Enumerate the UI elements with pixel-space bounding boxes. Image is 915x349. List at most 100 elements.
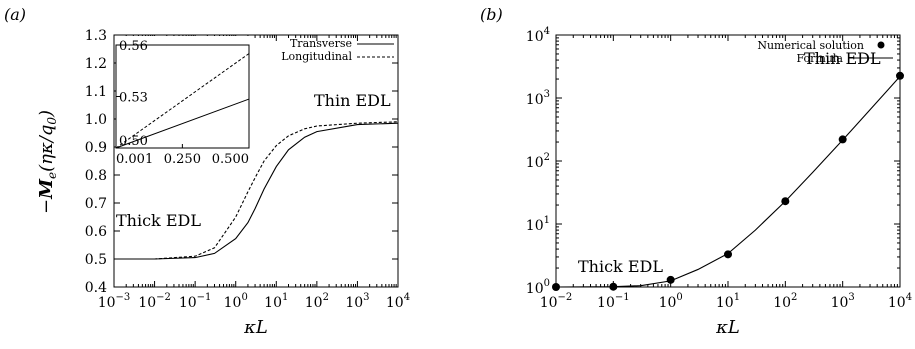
x-tick-label-b: 103: [831, 292, 855, 311]
x-axis-b: 10−2 10−1 100 101 102 103 104: [540, 35, 912, 311]
inset-x-tick-label: 0.250: [164, 152, 201, 167]
x-tick-label-a-exp: 1: [282, 292, 288, 303]
y-tick-label-a: 0.7: [85, 196, 107, 212]
x-tick-label-a-exp: 2: [323, 292, 329, 303]
panel-label-a: (a): [4, 5, 26, 24]
y-tick-label-b-exp: 4: [544, 26, 550, 37]
y-tick-label-b: 101: [526, 215, 550, 234]
y-tick-label-b-base: 10: [526, 29, 544, 45]
legend-label-formula: Formula: [796, 52, 843, 65]
x-tick-label-b-base: 10: [716, 295, 734, 311]
inset-x-tick-label: 0.001: [116, 152, 153, 167]
x-tick-label-a: 102: [305, 292, 329, 311]
y-axis-label-m: M: [36, 178, 57, 200]
x-tick-label-b-base: 10: [773, 295, 791, 311]
x-axis-label-b: κL: [715, 317, 740, 338]
x-tick-label-b: 104: [888, 292, 912, 311]
y-tick-label-a: 0.6: [85, 224, 107, 240]
y-tick-label-b: 103: [526, 89, 550, 108]
series-a: [114, 121, 399, 260]
data-point-numerical: [838, 135, 847, 144]
y-tick-label-a: 0.8: [85, 168, 107, 184]
y-tick-label-b-exp: 0: [544, 278, 550, 289]
y-tick-label-a: 0.9: [85, 140, 107, 156]
legend-label-longitudinal: Longitudinal: [281, 50, 352, 63]
x-tick-label-a-base: 10: [138, 295, 156, 311]
x-tick-label-b: 102: [773, 292, 797, 311]
y-axis-label-sub-0: 0: [45, 117, 59, 125]
y-tick-label-b-exp: 2: [544, 152, 550, 163]
x-tick-label-a-base: 10: [305, 295, 323, 311]
y-tick-label-b-exp: 1: [544, 215, 550, 226]
x-tick-label-b-base: 10: [540, 295, 558, 311]
x-tick-label-a-base: 10: [224, 295, 242, 311]
x-tick-label-b: 101: [716, 292, 740, 311]
data-point-numerical: [666, 275, 675, 284]
x-tick-label-b: 100: [659, 292, 683, 311]
y-tick-label-a: 0.5: [85, 252, 107, 268]
y-tick-label-b-exp: 3: [544, 89, 550, 100]
x-tick-label-b-base: 10: [597, 295, 615, 311]
x-tick-label-a-exp: 4: [404, 292, 410, 303]
x-tick-label-a: 104: [386, 292, 410, 311]
y-axis-label-minus: −: [36, 199, 57, 214]
x-tick-label-a: 10−3: [98, 292, 131, 311]
y-axis-label-paren: (ηκ/q: [36, 125, 57, 172]
x-tick-label-b-exp: 0: [676, 292, 682, 303]
series-line-formula: [555, 76, 901, 288]
x-tick-label-a-base: 10: [179, 295, 197, 311]
data-point-numerical: [724, 250, 732, 259]
data-point-numerical: [609, 282, 618, 291]
inset-x-tick-label: 0.500: [212, 152, 249, 167]
data-point-numerical: [781, 197, 790, 206]
legend-label-transverse: Transverse: [290, 37, 352, 50]
x-tick-label-a-base: 10: [264, 295, 282, 311]
annotation-thin-edl-b: Thin EDL: [804, 49, 881, 68]
series-b: [552, 71, 904, 291]
y-tick-label-b: 102: [526, 152, 550, 171]
y-tick-label-b: 100: [526, 278, 550, 297]
annotation-thick-edl-b: Thick EDL: [578, 257, 663, 276]
x-tick-label-b-base: 10: [888, 295, 906, 311]
inset-series: [115, 53, 250, 149]
x-tick-label-a-exp: −3: [116, 292, 131, 303]
data-point-numerical: [552, 283, 560, 291]
x-tick-label-a-base: 10: [386, 295, 404, 311]
x-tick-label-a-base: 10: [345, 295, 363, 311]
x-tick-label-a: 10−1: [179, 292, 212, 311]
y-tick-label-a: 1.2: [85, 56, 107, 72]
y-axis-a: 0.4 0.5 0.6 0.7 0.8 0.9 1.0 1.1 1.2 1.3: [85, 28, 398, 296]
y-axis-label-a: −Me(ηκ/q0): [36, 110, 59, 214]
x-tick-label-b-exp: 2: [791, 292, 797, 303]
inset-series-line-longitudinal: [115, 53, 250, 149]
legend-label-numerical: Numerical solution: [757, 39, 864, 52]
inset-background: [116, 36, 250, 148]
inset-series-line-transverse: [115, 98, 250, 149]
y-tick-label-a: 1.0: [85, 112, 107, 128]
x-tick-label-a-exp: −1: [197, 292, 212, 303]
y-tick-label-b-base: 10: [526, 155, 544, 171]
panel-a: (a) 10−3 10−2 10−1 100 101 102 103 104 0.40.50.…: [4, 5, 410, 338]
x-tick-label-b-exp: −2: [558, 292, 573, 303]
y-tick-label-b-base: 10: [526, 92, 544, 108]
data-point-numerical: [896, 71, 904, 80]
x-tick-label-a: 103: [345, 292, 369, 311]
x-tick-label-a: 10−2: [138, 292, 171, 311]
x-tick-label-b-exp: 1: [734, 292, 740, 303]
x-tick-label-a-exp: 3: [363, 292, 369, 303]
series-line-transverse: [114, 122, 399, 260]
x-tick-label-a-base: 10: [98, 295, 116, 311]
legend-b: Numerical solution Formula: [757, 39, 893, 65]
x-tick-label-b-exp: 4: [906, 292, 912, 303]
y-tick-label-a: 1.1: [85, 84, 107, 100]
legend-marker-numerical: [877, 41, 885, 49]
y-tick-label-b-base: 10: [526, 281, 544, 297]
x-tick-label-a-exp: 0: [241, 292, 247, 303]
y-tick-label-a: 1.3: [85, 28, 107, 44]
x-tick-label-a: 101: [264, 292, 288, 311]
panel-b: (b) 10−2 10−1 100 101 102 103 104 100101102103…: [480, 5, 912, 338]
annotation-thin-edl-a: Thin EDL: [314, 91, 391, 110]
